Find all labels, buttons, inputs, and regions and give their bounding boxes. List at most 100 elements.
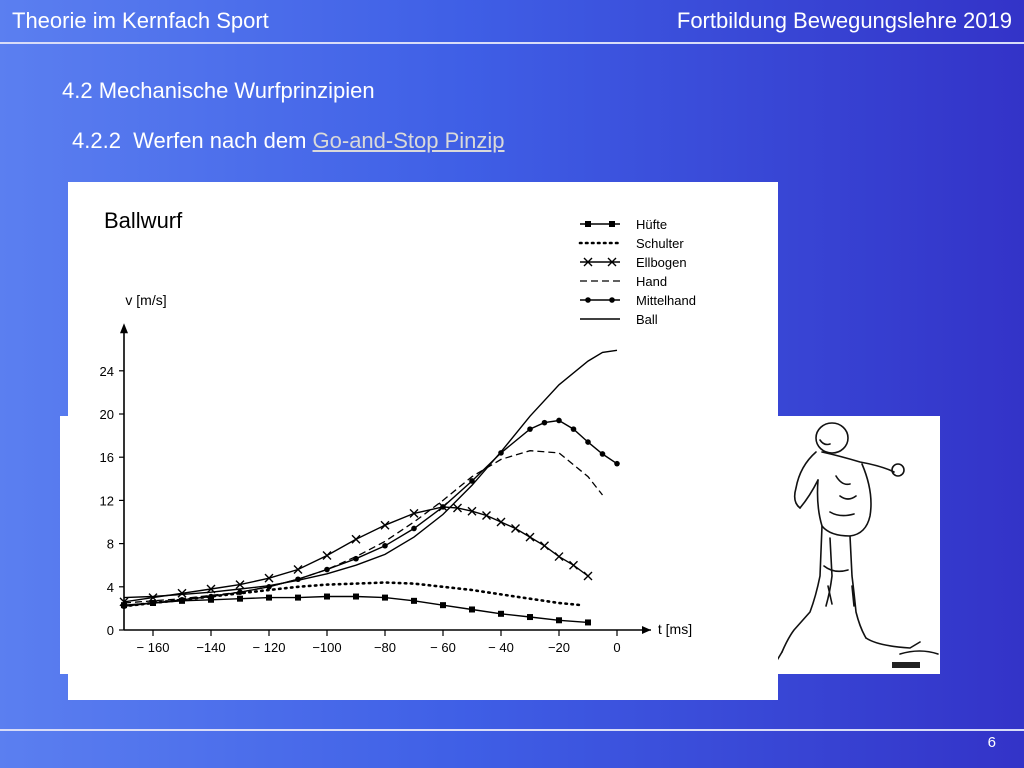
data-point [322, 550, 332, 560]
data-point [527, 426, 533, 432]
section-heading: 4.2 Mechanische Wurfprinzipien [62, 78, 375, 103]
series-hand [123, 450, 604, 604]
y-tick-label: 24 [100, 364, 114, 379]
data-point [570, 426, 577, 432]
velocity-chart-card: Ballwurf t [ms] v [m/s] − 160 −140 − 120 −100… [68, 182, 778, 700]
data-point [237, 595, 243, 602]
y-tick-label: 16 [100, 450, 114, 465]
data-point [453, 503, 462, 513]
data-point [148, 593, 158, 603]
data-point [556, 617, 562, 624]
x-axis-label: t [ms] [658, 621, 692, 637]
x-axis-arrow [642, 626, 651, 634]
legend-marker [607, 257, 617, 267]
x-tick-label: −100 [312, 640, 341, 655]
series-line [123, 349, 618, 599]
legend-entry: Ball [580, 312, 658, 327]
data-point [380, 520, 390, 530]
legend-entry: Ellbogen [580, 255, 687, 270]
data-point [353, 593, 359, 600]
series-line [123, 506, 589, 603]
legend-marker [583, 257, 593, 267]
y-axis-label: v [m/s] [125, 292, 166, 308]
data-point [264, 573, 274, 583]
y-axis-arrow [120, 323, 128, 334]
data-point [411, 525, 417, 532]
data-point [525, 532, 535, 542]
data-point [467, 506, 477, 516]
series-ellbogen [119, 502, 593, 607]
data-point [585, 439, 591, 445]
data-point [511, 523, 520, 533]
data-point [266, 594, 272, 601]
legend-label: Mittelhand [636, 293, 696, 308]
data-point [411, 597, 417, 604]
data-point [496, 517, 506, 527]
data-point [599, 451, 606, 457]
slide-header: Theorie im Kernfach Sport Fortbildung Be… [0, 0, 1024, 42]
legend-entry: Hüfte [580, 217, 667, 232]
series-hfte [121, 593, 591, 626]
series-ball [123, 349, 618, 599]
data-point [351, 534, 361, 544]
y-tick-label: 0 [107, 623, 114, 638]
data-point [295, 594, 301, 601]
x-tick-label: −20 [548, 640, 570, 655]
x-tick-label: − 40 [488, 640, 514, 655]
legend-entry: Hand [580, 274, 667, 289]
data-point [540, 541, 549, 551]
data-point [150, 600, 156, 606]
data-point [121, 603, 127, 610]
data-point [469, 478, 475, 484]
y-tick-label: 4 [107, 580, 114, 595]
data-point [382, 594, 388, 601]
data-point [583, 571, 593, 581]
data-point [235, 580, 245, 590]
section-subheading: 4.2.2 Werfen nach dem Go-and-Stop Pinzip [72, 128, 505, 154]
course-title: Theorie im Kernfach Sport [12, 8, 269, 33]
x-tick-label: − 120 [253, 640, 286, 655]
data-point [541, 419, 548, 426]
legend-marker [585, 221, 591, 227]
data-point [353, 555, 359, 562]
series-line [123, 419, 618, 607]
page-number: 6 [987, 734, 996, 751]
chart-title: Ballwurf [104, 208, 183, 233]
data-point [208, 596, 214, 603]
legend-label: Ball [636, 312, 658, 327]
data-point [382, 542, 388, 549]
x-tick-label: −140 [196, 640, 225, 655]
y-tick-label: 20 [100, 407, 114, 422]
data-point [482, 511, 491, 521]
data-point [237, 589, 243, 595]
series-line [123, 595, 589, 624]
data-point [569, 560, 578, 570]
data-point [119, 597, 129, 607]
legend-label: Schulter [636, 236, 684, 251]
series-line [123, 450, 604, 604]
data-point [409, 508, 419, 518]
thrower-illustration [775, 422, 939, 668]
legend-marker [585, 297, 591, 303]
x-tick-label: − 160 [137, 640, 170, 655]
legend-marker [609, 297, 615, 303]
data-point [177, 588, 187, 598]
legend-label: Hand [636, 274, 667, 289]
principle-link[interactable]: Go-and-Stop Pinzip [312, 128, 505, 153]
legend-label: Hüfte [636, 217, 667, 232]
series-mittelhand [121, 417, 620, 610]
event-title: Fortbildung Bewegungslehre 2019 [676, 8, 1012, 33]
header-divider [0, 42, 1024, 44]
data-point [554, 552, 564, 562]
data-point [614, 460, 620, 467]
legend-label: Ellbogen [636, 255, 687, 270]
data-point [179, 596, 185, 603]
data-point [324, 593, 330, 600]
data-point [293, 565, 303, 575]
legend-entry: Mittelhand [580, 293, 696, 308]
data-point [527, 614, 533, 621]
data-point [498, 610, 504, 617]
footer-divider [0, 729, 1024, 731]
data-point [440, 602, 446, 609]
data-point [585, 619, 591, 626]
